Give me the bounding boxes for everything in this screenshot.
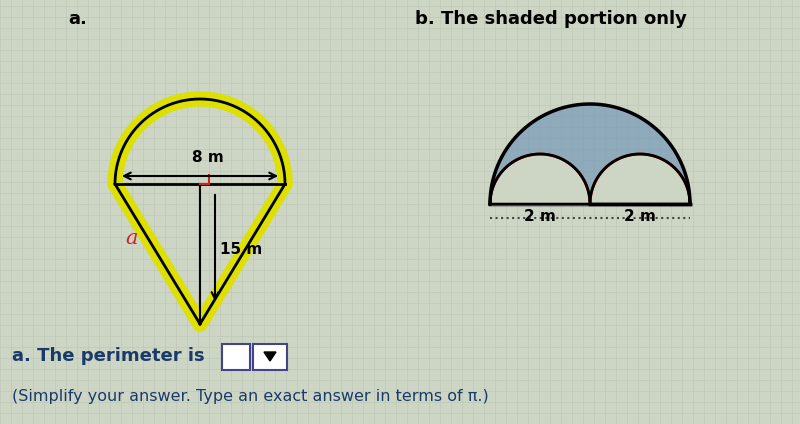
Polygon shape (590, 154, 690, 204)
Text: 2 m: 2 m (524, 209, 556, 224)
Text: a.: a. (68, 10, 87, 28)
Polygon shape (490, 104, 690, 204)
Polygon shape (490, 154, 590, 204)
Bar (253, 344, 287, 370)
Text: 15 m: 15 m (220, 242, 262, 257)
Text: b. The shaded portion only: b. The shaded portion only (415, 10, 687, 28)
Text: 2 m: 2 m (624, 209, 656, 224)
Text: a: a (125, 229, 138, 248)
Text: a. The perimeter is: a. The perimeter is (12, 347, 205, 365)
Text: 8 m: 8 m (192, 150, 224, 165)
Bar (222, 344, 250, 370)
Text: (Simplify your answer. Type an exact answer in terms of π.): (Simplify your answer. Type an exact ans… (12, 388, 489, 404)
Polygon shape (264, 352, 276, 361)
